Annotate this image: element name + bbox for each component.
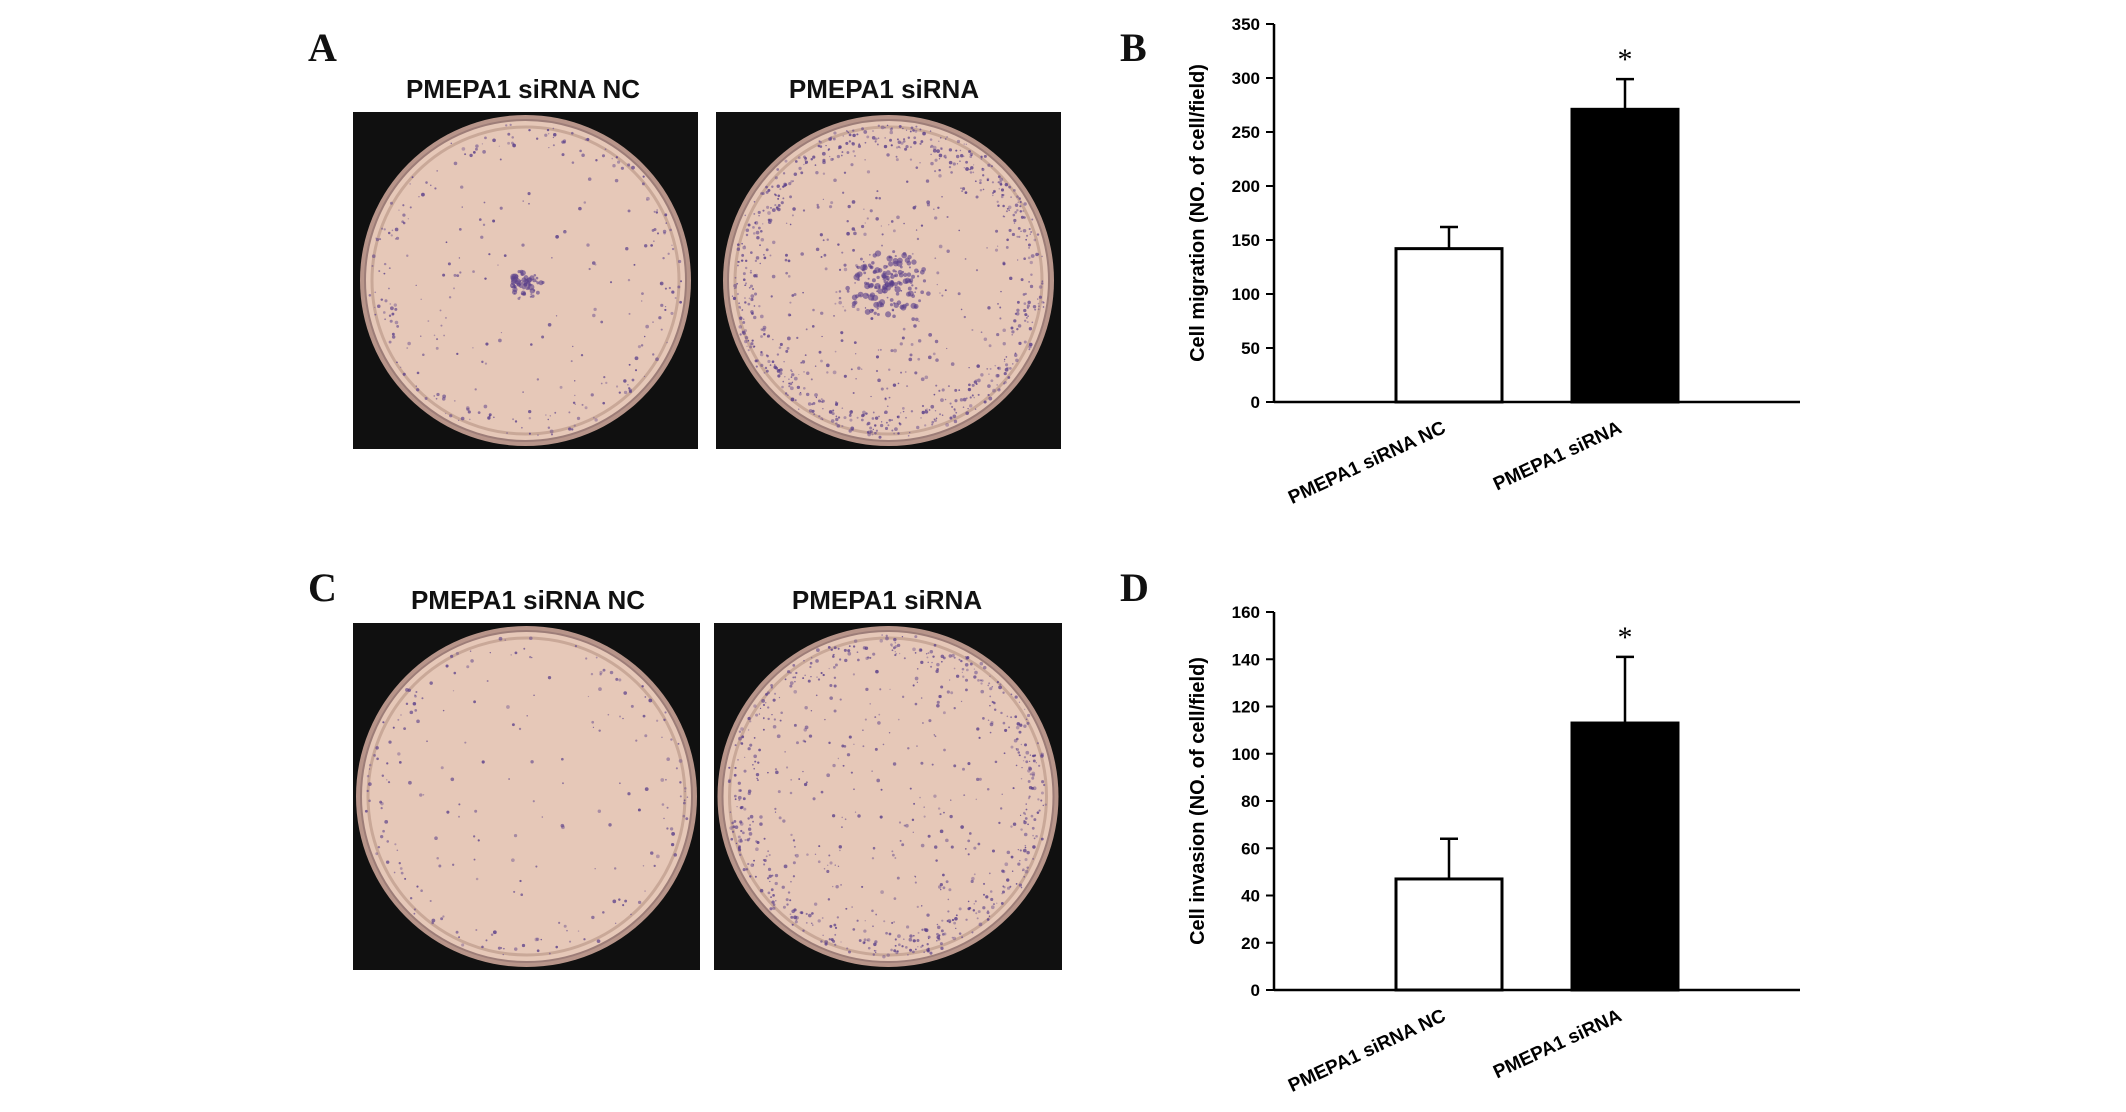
y-tick-label: 20 bbox=[1241, 934, 1260, 953]
y-tick-label: 250 bbox=[1232, 123, 1260, 142]
y-axis-label: Cell migration (NO. of cell/field) bbox=[1187, 64, 1209, 362]
y-tick-label: 60 bbox=[1241, 839, 1260, 858]
bar bbox=[1570, 721, 1680, 992]
migration-bar-chart: 0 50 100 150 200 250 300 350 Cell migration (NO.… bbox=[1187, 15, 1800, 509]
y-tick-label: 200 bbox=[1232, 177, 1260, 196]
x-category-label: PMEPA1 siRNA NC bbox=[1285, 1005, 1449, 1096]
panel-letter-c: C bbox=[308, 565, 337, 610]
y-tick-label: 100 bbox=[1232, 285, 1260, 304]
significance-marker: * bbox=[1618, 43, 1633, 76]
panel-letter-d: D bbox=[1120, 565, 1149, 610]
panel-c-right-title: PMEPA1 siRNA bbox=[791, 585, 983, 615]
y-tick-label: 300 bbox=[1232, 69, 1260, 88]
y-tick-label: 160 bbox=[1232, 603, 1260, 622]
migration-dish-sirna-image bbox=[716, 112, 1061, 449]
y-tick-label: 100 bbox=[1232, 745, 1260, 764]
x-category-label: PMEPA1 siRNA bbox=[1490, 1005, 1625, 1083]
dish-graphic bbox=[714, 623, 1062, 970]
bar bbox=[1394, 247, 1504, 404]
panel-a-right-title: PMEPA1 siRNA bbox=[788, 74, 980, 104]
panel-a-left-title: PMEPA1 siRNA NC bbox=[405, 74, 641, 104]
bar bbox=[1394, 877, 1504, 992]
dish-graphic bbox=[353, 623, 700, 970]
panel-c-left-title: PMEPA1 siRNA NC bbox=[410, 585, 646, 615]
invasion-dish-nc-image bbox=[353, 623, 700, 970]
y-tick-label: 350 bbox=[1232, 15, 1260, 34]
x-category-label: PMEPA1 siRNA bbox=[1490, 417, 1625, 495]
panel-letter-b: B bbox=[1120, 25, 1147, 70]
panel-letter-a: A bbox=[308, 25, 337, 70]
significance-marker: * bbox=[1618, 621, 1633, 654]
x-category-label: PMEPA1 siRNA NC bbox=[1285, 417, 1449, 508]
y-tick-label: 120 bbox=[1232, 698, 1260, 717]
y-tick-label: 150 bbox=[1232, 231, 1260, 250]
y-tick-label: 40 bbox=[1241, 887, 1260, 906]
invasion-dish-sirna-image bbox=[714, 623, 1062, 970]
migration-dish-nc-image bbox=[353, 112, 698, 449]
y-axis-label: Cell invasion (NO. of cell/field) bbox=[1187, 657, 1209, 945]
y-tick-label: 0 bbox=[1251, 393, 1260, 412]
dish-graphic bbox=[353, 112, 698, 449]
bar bbox=[1570, 107, 1680, 404]
invasion-bar-chart: 0 20 40 60 80 100 120 140 160 Cell invasion (NO. … bbox=[1187, 603, 1800, 1097]
dish-graphic bbox=[716, 112, 1061, 449]
y-tick-label: 0 bbox=[1251, 981, 1260, 1000]
y-tick-label: 140 bbox=[1232, 650, 1260, 669]
y-tick-label: 80 bbox=[1241, 792, 1260, 811]
y-tick-label: 50 bbox=[1241, 339, 1260, 358]
